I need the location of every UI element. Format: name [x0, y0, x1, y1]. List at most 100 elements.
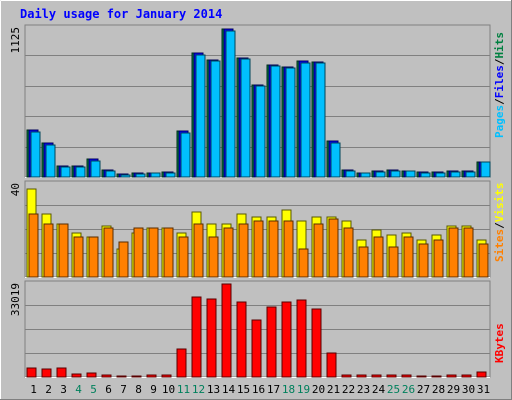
day-label-7: 7	[120, 383, 127, 396]
day-label-24: 24	[372, 383, 386, 396]
bar-sites-12	[193, 223, 204, 278]
bar-kbytes-3	[56, 367, 67, 378]
bar-sites-24	[373, 236, 384, 278]
bar-kbytes-27	[416, 375, 427, 378]
y-max-label: 1125	[9, 27, 22, 54]
bar-pages-22	[345, 170, 356, 178]
bar-sites-16	[253, 220, 264, 278]
bar-sites-30	[463, 227, 474, 278]
bar-pages-14	[225, 30, 236, 178]
bar-pages-26	[405, 170, 416, 178]
bar-sites-23	[358, 246, 369, 278]
day-label-15: 15	[237, 383, 250, 396]
day-label-9: 9	[150, 383, 157, 396]
bar-pages-27	[420, 172, 431, 178]
bar-kbytes-25	[386, 374, 397, 378]
legend-hits: Hits	[493, 32, 506, 59]
bar-kbytes-14	[221, 283, 232, 378]
day-labels: 1 2 3 4 5 6 7 8 9 10 11 12 13 14 15 16 17 18 19 20 21 22 23 24 2…	[30, 383, 490, 396]
day-label-29: 29	[447, 383, 460, 396]
day-label-20: 20	[312, 383, 325, 396]
bar-pages-2	[45, 144, 56, 178]
day-label-31: 31	[477, 383, 490, 396]
bar-sites-5	[88, 236, 99, 278]
bar-sites-10	[163, 227, 174, 278]
bar-kbytes-5	[86, 372, 97, 378]
day-label-19: 19	[297, 383, 310, 396]
day-label-23: 23	[357, 383, 370, 396]
bar-sites-20	[313, 223, 324, 278]
day-label-6: 6	[105, 383, 112, 396]
bar-kbytes-2	[41, 368, 52, 378]
bar-kbytes-11	[176, 348, 187, 378]
day-label-8: 8	[135, 383, 142, 396]
bar-pages-5	[90, 160, 101, 178]
legend-sites: Sites	[493, 229, 506, 262]
bar-kbytes-29	[446, 374, 457, 378]
panel-3: 33019 KBytes	[9, 280, 506, 378]
bar-pages-25	[390, 170, 401, 178]
bar-kbytes-17	[266, 306, 277, 378]
bar-kbytes-16	[251, 319, 262, 378]
day-label-11: 11	[177, 383, 190, 396]
bar-kbytes-22	[341, 374, 352, 378]
day-label-30: 30	[462, 383, 475, 396]
bar-pages-10	[165, 172, 176, 178]
bar-pages-20	[315, 62, 326, 178]
bar-sites-25	[388, 246, 399, 278]
bar-pages-11	[180, 132, 191, 178]
bar-sites-18	[283, 220, 294, 278]
day-label-3: 3	[60, 383, 67, 396]
bar-pages-17	[270, 65, 281, 178]
legend-visits: Visits	[493, 183, 506, 223]
bar-kbytes-30	[461, 374, 472, 378]
bar-sites-3	[58, 223, 69, 278]
day-label-14: 14	[222, 383, 236, 396]
series-legend: Pages/Files/Hits	[493, 32, 506, 138]
bar-kbytes-28	[431, 375, 442, 378]
day-label-16: 16	[252, 383, 265, 396]
bar-kbytes-21	[326, 352, 337, 378]
chart-panels: 1125Pages/Files/Hits40Sites/Visits33019K…	[9, 24, 506, 378]
bar-pages-30	[465, 171, 476, 178]
day-label-27: 27	[417, 383, 430, 396]
bar-pages-18	[285, 67, 296, 178]
bar-pages-21	[330, 142, 341, 178]
bar-kbytes-15	[236, 301, 247, 378]
bar-kbytes-4	[71, 373, 82, 378]
bar-sites-15	[238, 223, 249, 278]
bar-pages-23	[360, 172, 371, 178]
day-label-4: 4	[75, 383, 82, 396]
bar-kbytes-20	[311, 308, 322, 378]
bar-kbytes-13	[206, 298, 217, 378]
bar-pages-9	[150, 172, 161, 178]
panel-2: 40 Sites/Visits	[9, 180, 506, 278]
day-label-5: 5	[90, 383, 97, 396]
day-label-17: 17	[267, 383, 280, 396]
bar-kbytes-24	[371, 374, 382, 378]
day-label-25: 25	[387, 383, 400, 396]
bar-pages-7	[120, 174, 131, 178]
bar-sites-17	[268, 220, 279, 278]
bar-pages-12	[195, 54, 206, 178]
legend-pages: Pages	[493, 105, 506, 138]
day-label-22: 22	[342, 383, 355, 396]
bar-sites-4	[73, 236, 84, 278]
y-max-label: 40	[9, 183, 22, 196]
bar-pages-29	[450, 171, 461, 178]
legend-separator: /	[493, 98, 506, 105]
bar-sites-31	[478, 243, 489, 278]
bar-kbytes-31	[476, 371, 487, 378]
bar-kbytes-9	[146, 374, 157, 378]
legend-separator: /	[493, 58, 506, 65]
bar-sites-2	[43, 223, 54, 278]
bar-kbytes-26	[401, 374, 412, 378]
legend-kbytes: KBytes	[493, 323, 506, 363]
bar-kbytes-19	[296, 299, 307, 378]
day-label-21: 21	[327, 383, 340, 396]
series-legend: Sites/Visits	[493, 183, 506, 263]
bar-kbytes-1	[26, 367, 37, 378]
day-label-2: 2	[45, 383, 52, 396]
